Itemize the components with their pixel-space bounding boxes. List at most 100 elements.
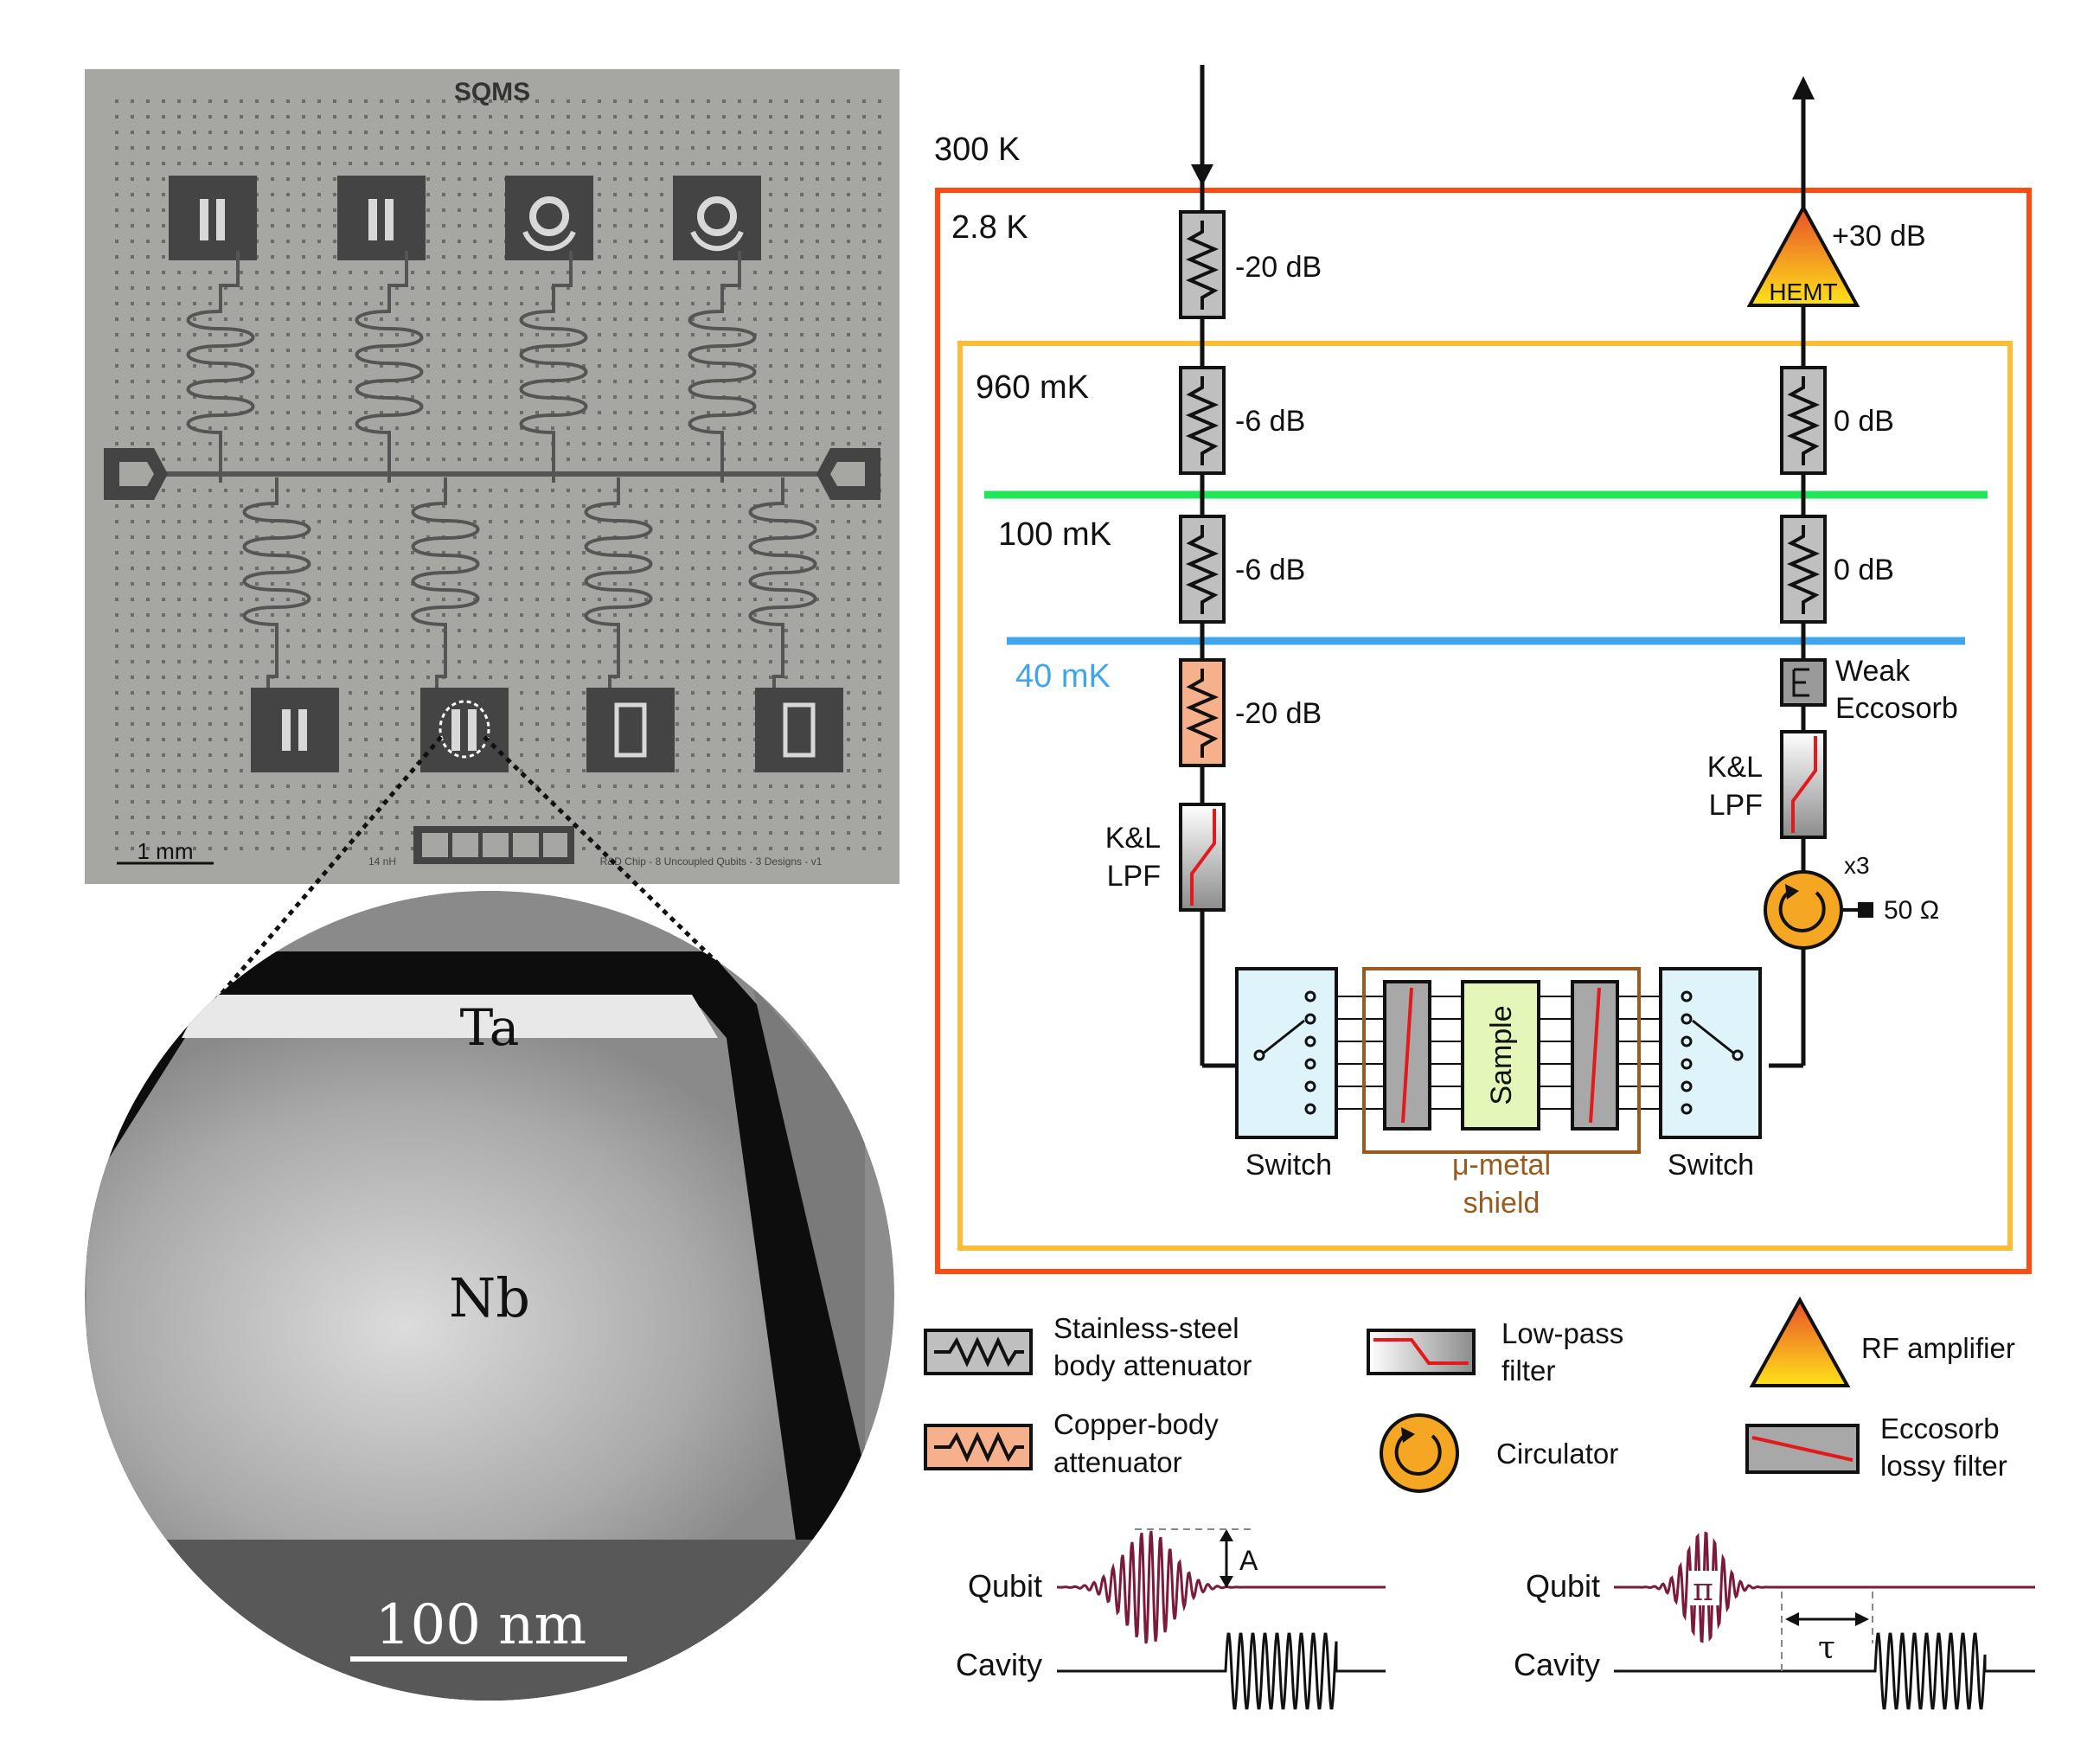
eccosorb-label-2: Eccosorb [1835,692,1958,725]
top-qubits [169,176,761,260]
stage-960mk-box [957,341,2013,1251]
legend-eccosorb-label-2: lossy filter [1880,1450,2007,1482]
bottom-resonators [242,477,817,728]
qubit-pocket [586,688,675,772]
seq1-cavity-label: Cavity [956,1647,1042,1682]
qubit-pocket [755,688,843,772]
legend-lpf-label-1: Low-pass [1501,1317,1623,1349]
qubit-pocket [169,176,257,260]
stage-2p8k-box [935,188,2032,1274]
qubit-pocket [251,688,339,772]
seq2-qubit-pulse [1614,1531,2035,1643]
input-lpf [1179,803,1226,912]
seq2-qubit-label: Qubit [1526,1568,1600,1604]
termination-50ohm [1858,902,1873,918]
nb-label: Nb [449,1266,530,1329]
seq1-qubit-label: Qubit [968,1568,1042,1604]
legend-ss-attenuator-icon [924,1329,1033,1375]
legend-circulator-icon [1380,1413,1459,1493]
weak-eccosorb [1780,658,1827,707]
legend: Stainless-steel body attenuator Copper-b… [924,1296,2015,1493]
input-att2-label: -6 dB [1235,405,1305,438]
output-lpf-label-1: K&L [1707,751,1763,784]
output-att1-label: 0 dB [1834,405,1894,438]
legend-cu-label-2: attenuator [1053,1446,1182,1478]
circulator [1764,870,1873,950]
legend-lpf-label-2: filter [1501,1355,1555,1387]
input-arrow-head [1191,164,1213,186]
left-switch [1235,967,1338,1139]
stage-960mk-label: 960 mK [976,369,1089,406]
pi-label-background [1688,1571,1719,1605]
input-attenuator-2 [1179,366,1226,475]
input-att4-label: -20 dB [1235,697,1322,730]
pulse-sequences: Qubit Cavity A Qubit Cavity π τ [956,1528,2035,1710]
legend-eccosorb-icon [1745,1424,1860,1474]
qubit-pocket-highlighted [420,688,509,772]
zoom-line-left [204,735,443,1014]
right-switch [1659,967,1762,1139]
right-launch-pad [816,448,880,500]
chip-caption: R&D Chip - 8 Uncoupled Qubits - 3 Design… [600,855,823,868]
hemt-gain-label: +30 dB [1832,220,1926,253]
input-att1-label: -20 dB [1235,251,1322,284]
hemt-label: HEMT [1769,279,1837,305]
input-attenuator-1 [1179,210,1226,319]
circulator-count-label: x3 [1844,852,1870,879]
legend-amplifier-label: RF amplifier [1861,1332,2015,1364]
ta-label: Ta [460,998,520,1057]
hemt-amplifier [1746,203,1860,307]
seq1-cavity-pulse [1057,1632,1386,1710]
eccosorb-label-1: Weak [1835,655,1911,688]
ta-layer [182,995,718,1038]
left-switch-label: Switch [1245,1149,1332,1182]
input-attenuator-3 [1179,515,1226,624]
input-attenuator-copper [1179,658,1226,767]
input-lpf-label-1: K&L [1105,822,1161,855]
legend-ss-label-2: body attenuator [1053,1349,1252,1381]
stage-100mk-label: 100 mK [998,516,1111,553]
right-eccosorb-filter [1571,980,1619,1131]
qubit-pocket [337,176,426,260]
left-eccosorb-filter [1383,980,1431,1131]
amplitude-label: A [1239,1545,1258,1576]
legend-cu-attenuator-icon [924,1424,1033,1470]
chip-logo: SQMS [454,78,530,106]
legend-ss-label-1: Stainless-steel [1053,1312,1239,1344]
shield-label-1: μ-metal [1452,1149,1551,1182]
legend-lpf-icon [1367,1329,1476,1375]
input-lpf-label-2: LPF [1107,860,1161,893]
tem-micrograph: Ta Nb 100 nm [85,891,894,1701]
seq2-cavity-pulse [1614,1632,2035,1710]
sample [1461,980,1540,1131]
seq1-qubit-pulse [1057,1530,1386,1644]
sample-label: Sample [1485,1005,1518,1105]
left-launch-pad [104,448,168,500]
pi-label: π [1693,1572,1713,1608]
stage-2p8k-label: 2.8 K [951,209,1028,246]
termination-label: 50 Ω [1884,896,1939,925]
output-arrow-head [1792,76,1815,99]
output-attenuator-1 [1780,366,1827,475]
stage-300k-label: 300 K [934,131,1020,168]
legend-circulator-label: Circulator [1496,1438,1618,1470]
cryo-wiring: 300 K 2.8 K 960 mK 100 mK 40 mK -20 dB -… [934,65,2032,1274]
nb-film [86,1008,796,1540]
output-attenuator-2 [1780,515,1827,624]
legend-eccosorb-label-1: Eccosorb [1880,1412,2000,1444]
top-resonators [186,251,757,483]
delay-label: τ [1818,1630,1835,1666]
right-switch-label: Switch [1668,1149,1754,1182]
chip-inductance-label: 14 nH [368,855,396,868]
zoom-line-right [483,735,770,1014]
zoom-region-marker [439,700,490,759]
shield-label-2: shield [1463,1187,1540,1220]
legend-cu-label-1: Copper-body [1053,1408,1219,1440]
chip-photo: SQMS [85,69,900,884]
legend-amplifier-icon [1749,1296,1851,1387]
output-att2-label: 0 dB [1834,554,1894,586]
input-att3-label: -6 dB [1235,554,1305,586]
bottom-qubits [251,688,843,772]
output-lpf [1780,730,1827,839]
